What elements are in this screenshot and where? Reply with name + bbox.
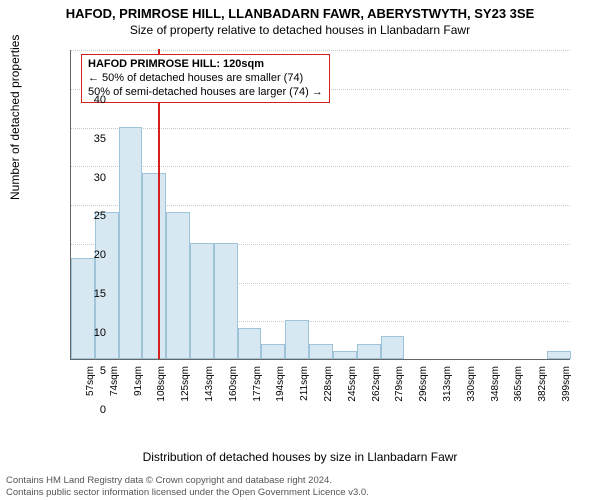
annotation-line2: ← 50% of detached houses are smaller (74…	[88, 72, 323, 86]
y-tick-label: 5	[56, 365, 106, 377]
x-tick-label: 108sqm	[156, 366, 167, 416]
plot-area: HAFOD PRIMROSE HILL: 120sqm ← 50% of det…	[70, 50, 570, 360]
x-tick-label: 382sqm	[537, 366, 548, 416]
histogram-bar	[547, 351, 571, 359]
histogram-bar	[333, 351, 357, 359]
x-tick-label: 348sqm	[490, 366, 501, 416]
y-tick-label: 25	[56, 210, 106, 222]
histogram-bar	[119, 127, 143, 360]
y-tick-label: 20	[56, 249, 106, 261]
annotation-line1: HAFOD PRIMROSE HILL: 120sqm	[88, 58, 323, 72]
chart-area: HAFOD PRIMROSE HILL: 120sqm ← 50% of det…	[42, 50, 572, 390]
y-axis-label: Number of detached properties	[8, 35, 22, 200]
x-tick-label: 279sqm	[394, 366, 405, 416]
x-tick-label: 211sqm	[299, 366, 310, 416]
gridline	[71, 166, 570, 167]
annotation-box: HAFOD PRIMROSE HILL: 120sqm ← 50% of det…	[81, 54, 330, 103]
y-tick-label: 0	[56, 404, 106, 416]
footer-line2: Contains public sector information licen…	[6, 487, 594, 498]
histogram-bar	[285, 320, 309, 359]
histogram-bar	[166, 212, 190, 359]
x-tick-label: 365sqm	[513, 366, 524, 416]
histogram-bar	[261, 344, 285, 360]
x-tick-label: 262sqm	[371, 366, 382, 416]
histogram-bar	[309, 344, 333, 360]
x-tick-label: 330sqm	[466, 366, 477, 416]
x-tick-label: 177sqm	[252, 366, 263, 416]
histogram-bar	[357, 344, 381, 360]
y-tick-label: 15	[56, 288, 106, 300]
x-tick-label: 399sqm	[561, 366, 572, 416]
x-tick-label: 91sqm	[133, 366, 144, 416]
histogram-bar	[238, 328, 262, 359]
x-tick-label: 160sqm	[228, 366, 239, 416]
y-tick-label: 40	[56, 94, 106, 106]
x-tick-label: 245sqm	[347, 366, 358, 416]
x-tick-label: 74sqm	[109, 366, 120, 416]
histogram-bar	[190, 243, 214, 359]
gridline	[71, 50, 570, 51]
x-tick-label: 125sqm	[180, 366, 191, 416]
y-tick-label: 10	[56, 327, 106, 339]
chart-title-main: HAFOD, PRIMROSE HILL, LLANBADARN FAWR, A…	[0, 6, 600, 21]
x-tick-label: 228sqm	[323, 366, 334, 416]
y-tick-label: 35	[56, 133, 106, 145]
histogram-bar	[214, 243, 238, 359]
gridline	[71, 128, 570, 129]
x-axis-label: Distribution of detached houses by size …	[0, 450, 600, 464]
x-tick-label: 194sqm	[275, 366, 286, 416]
chart-title-sub: Size of property relative to detached ho…	[0, 23, 600, 37]
x-tick-label: 313sqm	[442, 366, 453, 416]
annotation-line3: 50% of semi-detached houses are larger (…	[88, 86, 323, 100]
x-tick-label: 143sqm	[204, 366, 215, 416]
histogram-bar	[142, 173, 166, 359]
histogram-bar	[381, 336, 405, 359]
histogram-bar	[71, 258, 95, 359]
x-tick-label: 296sqm	[418, 366, 429, 416]
footer-attribution: Contains HM Land Registry data © Crown c…	[6, 475, 594, 498]
y-tick-label: 30	[56, 172, 106, 184]
footer-line1: Contains HM Land Registry data © Crown c…	[6, 475, 594, 486]
x-tick-label: 57sqm	[85, 366, 96, 416]
